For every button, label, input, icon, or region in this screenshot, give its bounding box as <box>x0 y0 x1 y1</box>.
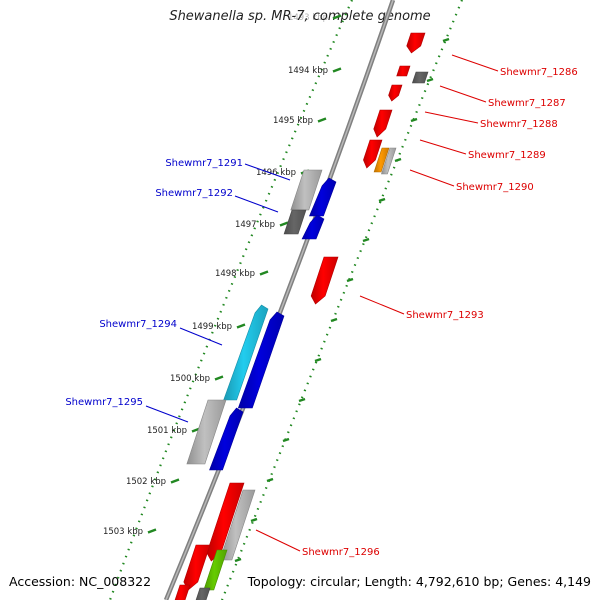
tick-label: 1503 kbp <box>103 527 143 537</box>
label-leader-line <box>424 111 479 124</box>
gene-dark-gray <box>411 71 429 84</box>
label-leader-line <box>409 169 455 187</box>
gene-label: Shewmr7_1293 <box>406 310 484 321</box>
gene-red-bottom <box>174 584 191 600</box>
genome-backbone-highlight <box>165 0 394 600</box>
tick-label: 1493 kbp <box>288 13 328 23</box>
gene-label: Shewmr7_1291 <box>165 158 243 169</box>
tick-mark <box>279 221 289 227</box>
outer-tick-dash <box>442 37 450 43</box>
label-leader-line <box>244 163 291 181</box>
tick-label: 1497 kbp <box>235 220 275 230</box>
gene-shewmr7-1295-gray <box>186 399 227 465</box>
outer-tick-dash <box>250 517 258 523</box>
gene-shewmr7-1288b <box>373 109 393 138</box>
gene-label: Shewmr7_1290 <box>456 182 534 193</box>
label-leader-line <box>359 295 405 315</box>
gene-label: Shewmr7_1292 <box>155 188 233 199</box>
outer-tick-dash <box>266 477 274 483</box>
gene-green <box>203 549 228 591</box>
accession-text: Accession: NC_008322 <box>9 574 152 589</box>
outer-tick-dash <box>282 437 290 443</box>
gene-label: Shewmr7_1295 <box>65 397 143 408</box>
label-leader-line <box>234 195 279 213</box>
gene-shewmr7-1294 <box>237 311 285 409</box>
gene-shewmr7-1294-cyan <box>223 304 269 401</box>
tick-mark <box>332 14 342 20</box>
label-leader-line <box>439 85 487 103</box>
genome-backbone <box>163 0 396 600</box>
tick-label: 1496 kbp <box>256 168 296 178</box>
gene-red-lower <box>183 544 211 591</box>
label-leader-line <box>255 529 301 552</box>
gene-shewmr7-1291-gray <box>290 169 323 211</box>
gene-gray-bottom <box>195 587 211 600</box>
gene-shewmr7-1290 <box>381 147 397 175</box>
tick-mark <box>317 117 327 123</box>
gene-shewmr7-1290-orange <box>373 147 390 173</box>
gene-shewmr7-1291 <box>309 177 337 217</box>
tick-label: 1498 kbp <box>215 269 255 279</box>
outer-tick-dash <box>394 157 402 163</box>
gene-label: Shewmr7_1294 <box>99 319 177 330</box>
tick-mark <box>147 528 157 534</box>
gene-shewmr7-1293 <box>310 256 339 305</box>
outer-tick-dash <box>234 557 242 563</box>
label-leader-line <box>451 54 499 72</box>
outer-tick-dash <box>362 237 370 243</box>
topology-text: Topology: circular; Length: 4,792,610 bp… <box>247 574 591 589</box>
gene-label: Shewmr7_1288 <box>480 119 558 130</box>
label-leader-line <box>145 405 189 423</box>
tick-label: 1501 kbp <box>147 426 187 436</box>
tick-mark <box>236 323 246 329</box>
tick-label: 1499 kbp <box>192 322 232 332</box>
gene-shewmr7-1292 <box>301 214 325 240</box>
tick-label: 1494 kbp <box>288 66 328 76</box>
gene-shewmr7-1289 <box>363 139 383 169</box>
gene-label: Shewmr7_1287 <box>488 98 566 109</box>
outer-tick-ring <box>220 0 464 600</box>
outer-tick-dash <box>346 277 354 283</box>
gene-shewmr7-1286 <box>406 32 426 54</box>
outer-tick-dash <box>426 77 434 83</box>
tick-mark <box>332 67 342 73</box>
tick-mark <box>214 375 224 381</box>
outer-tick-dash <box>298 397 306 403</box>
tick-label: 1495 kbp <box>273 116 313 126</box>
gene-label: Shewmr7_1296 <box>302 547 380 558</box>
tick-mark <box>170 478 180 484</box>
gene-shewmr7-1287 <box>396 65 411 77</box>
gene-label: Shewmr7_1286 <box>500 67 578 78</box>
outer-tick-dash <box>314 357 322 363</box>
gene-shewmr7-1296 <box>219 489 256 561</box>
label-leader-line <box>179 327 223 346</box>
tick-mark <box>259 270 269 276</box>
gene-label: Shewmr7_1289 <box>468 150 546 161</box>
outer-tick-dash <box>378 197 386 203</box>
label-leader-line <box>419 139 467 155</box>
gene-shewmr7-1292-gray <box>283 209 307 235</box>
tick-label: 1502 kbp <box>126 477 166 487</box>
gene-shewmr7-1295 <box>209 407 244 471</box>
gene-shewmr7-1288 <box>388 84 403 102</box>
outer-tick-dash <box>410 117 418 123</box>
outer-tick-dash <box>330 317 338 323</box>
map-title: Shewanella sp. MR-7, complete genome <box>169 9 431 24</box>
tick-label: 1500 kbp <box>170 374 210 384</box>
